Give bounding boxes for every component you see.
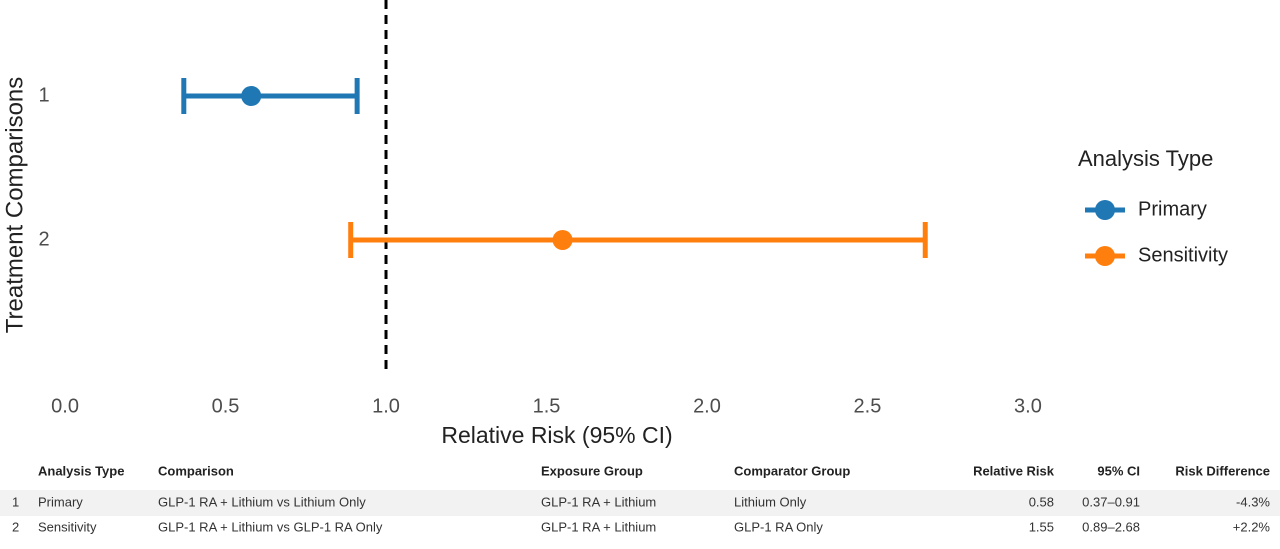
row-band bbox=[0, 490, 1280, 516]
x-tick-label: 1.5 bbox=[533, 395, 561, 417]
point bbox=[552, 230, 573, 250]
x-tick-label: 1.0 bbox=[372, 395, 400, 417]
table-cell: Lithium Only bbox=[734, 494, 807, 509]
table-cell: 0.58 bbox=[1029, 494, 1054, 509]
table-cell: GLP-1 RA + Lithium bbox=[541, 494, 656, 509]
x-tick-label: 2.5 bbox=[854, 395, 882, 417]
table-cell: -4.3% bbox=[1236, 494, 1270, 509]
legend-label: Sensitivity bbox=[1138, 244, 1228, 266]
x-tick-label: 2.0 bbox=[693, 395, 721, 417]
table-cell: GLP-1 RA + Lithium bbox=[541, 519, 656, 534]
x-axis-label: Relative Risk (95% CI) bbox=[441, 422, 672, 448]
y-tick-label: 2 bbox=[38, 228, 49, 250]
x-tick-label: 0.5 bbox=[212, 395, 240, 417]
y-axis-label: Treatment Comparisons bbox=[1, 77, 28, 334]
table-header: Comparator Group bbox=[734, 463, 850, 478]
table-cell: Primary bbox=[38, 494, 83, 509]
table-header: Analysis Type bbox=[38, 463, 124, 478]
table-cell: GLP-1 RA + Lithium vs GLP-1 RA Only bbox=[158, 519, 383, 534]
legend-label: Primary bbox=[1138, 198, 1207, 220]
table-header: Comparison bbox=[158, 463, 234, 478]
legend-title: Analysis Type bbox=[1078, 146, 1213, 171]
table-cell: 1.55 bbox=[1029, 519, 1054, 534]
point bbox=[241, 86, 262, 106]
legend-key-dot bbox=[1095, 200, 1115, 220]
table-cell: 0.37–0.91 bbox=[1082, 494, 1140, 509]
table-cell: GLP-1 RA Only bbox=[734, 519, 823, 534]
table-header: Risk Difference bbox=[1175, 463, 1270, 478]
table-header: 95% CI bbox=[1097, 463, 1140, 478]
table-header: Exposure Group bbox=[541, 463, 643, 478]
table-cell: GLP-1 RA + Lithium vs Lithium Only bbox=[158, 494, 366, 509]
y-tick-label: 1 bbox=[38, 84, 49, 106]
row-index: 2 bbox=[12, 519, 19, 534]
row-index: 1 bbox=[12, 494, 19, 509]
x-tick-label: 3.0 bbox=[1014, 395, 1042, 417]
legend-key-dot bbox=[1095, 246, 1115, 266]
table-cell: 0.89–2.68 bbox=[1082, 519, 1140, 534]
table-header: Relative Risk bbox=[973, 463, 1055, 478]
table-cell: +2.2% bbox=[1233, 519, 1271, 534]
x-tick-label: 0.0 bbox=[51, 395, 79, 417]
table-cell: Sensitivity bbox=[38, 519, 97, 534]
